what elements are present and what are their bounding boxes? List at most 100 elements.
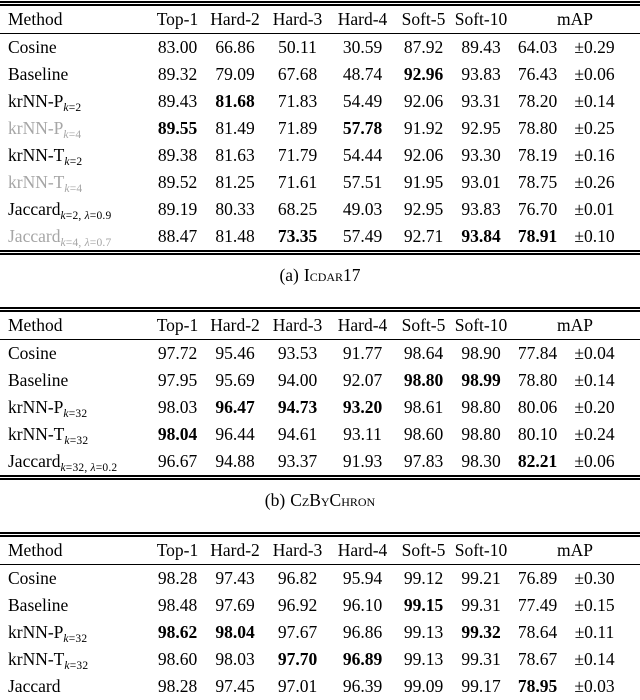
value-cell: 98.03 [157, 397, 198, 417]
value-cell: 98.28 [157, 568, 198, 588]
col-header-map: mAP [510, 6, 640, 34]
value-cell: 99.32 [461, 622, 501, 642]
value-cell: 66.86 [215, 37, 255, 57]
value-cell: 89.55 [157, 118, 198, 138]
value-cell: 57.49 [342, 226, 383, 246]
method-subscript: k=32 [63, 408, 88, 420]
col-header-soft-5: Soft-5 [395, 6, 452, 34]
col-header-hard-3: Hard-3 [265, 6, 330, 34]
table-row: Jaccardk=32, λ=0.2 96.67 94.88 93.37 91.93 97… [0, 448, 640, 475]
value-cell: 83.00 [157, 37, 198, 57]
method-label: Jaccardk=4, λ=0.7 [8, 226, 112, 249]
col-header-soft-10: Soft-10 [452, 537, 510, 565]
value-cell: 92.07 [342, 370, 383, 390]
map-std-cell: ±0.06 [574, 451, 615, 471]
map-std-cell: ±0.01 [574, 199, 615, 219]
results-table-third-clipped: Method Top-1 Hard-2 Hard-3 Hard-4 Soft-5 Soft-… [0, 532, 640, 700]
value-cell: 98.64 [403, 343, 444, 363]
col-header-hard-2: Hard-2 [205, 537, 265, 565]
value-cell: 93.53 [277, 343, 318, 363]
value-cell: 96.82 [277, 568, 318, 588]
method-label: Baseline [8, 64, 69, 84]
method-subscript: k=2 [63, 102, 82, 114]
map-std-cell: ±0.24 [574, 424, 615, 444]
col-header-hard-2: Hard-2 [205, 6, 265, 34]
value-cell: 49.03 [342, 199, 383, 219]
value-cell: 88.47 [157, 226, 198, 246]
value-cell: 93.84 [461, 226, 501, 246]
value-cell: 81.63 [215, 145, 255, 165]
value-cell: 97.70 [277, 649, 318, 669]
map-std-cell: ±0.10 [574, 226, 615, 246]
col-header-top-1: Top-1 [150, 537, 205, 565]
method-label: krNN-Tk=32 [8, 424, 89, 447]
value-cell: 92.06 [403, 145, 444, 165]
value-cell: 99.31 [461, 595, 501, 615]
method-label: krNN-Tk=2 [8, 145, 83, 168]
value-cell: 96.67 [157, 451, 198, 471]
value-cell: 89.32 [157, 64, 198, 84]
table-row: krNN-Pk=4 89.55 81.49 71.89 57.78 91.92 92.95 7… [0, 115, 640, 142]
method-subscript: k=32 [64, 660, 89, 672]
value-cell: 78.19 [517, 145, 558, 165]
value-cell: 71.79 [277, 145, 318, 165]
value-cell: 98.90 [461, 343, 501, 363]
value-cell: 97.72 [157, 343, 198, 363]
metrics-table: Method Top-1 Hard-2 Hard-3 Hard-4 Soft-5 Soft-… [0, 307, 640, 480]
value-cell: 97.95 [157, 370, 198, 390]
value-cell: 80.10 [517, 424, 558, 444]
value-cell: 50.11 [278, 37, 317, 57]
value-cell: 92.71 [403, 226, 444, 246]
value-cell: 99.13 [403, 649, 444, 669]
value-cell: 76.43 [517, 64, 558, 84]
value-cell: 89.43 [157, 91, 198, 111]
value-cell: 89.19 [157, 199, 198, 219]
value-cell: 91.77 [342, 343, 383, 363]
header-row: Method Top-1 Hard-2 Hard-3 Hard-4 Soft-5 Soft-… [0, 6, 640, 34]
value-cell: 77.49 [517, 595, 558, 615]
value-cell: 80.06 [517, 397, 558, 417]
value-cell: 98.48 [157, 595, 198, 615]
table-row: krNN-Tk=4 89.52 81.25 71.61 57.51 91.95 93.01 7… [0, 169, 640, 196]
results-table-czbychron: Method Top-1 Hard-2 Hard-3 Hard-4 Soft-5 Soft-… [0, 307, 640, 512]
col-header-soft-5: Soft-5 [395, 537, 452, 565]
value-cell: 99.12 [403, 568, 444, 588]
metrics-table: Method Top-1 Hard-2 Hard-3 Hard-4 Soft-5 Soft-… [0, 1, 640, 255]
value-cell: 54.44 [342, 145, 383, 165]
value-cell: 97.01 [277, 676, 318, 696]
table-row: krNN-Tk=32 98.04 96.44 94.61 93.11 98.60 98.80… [0, 421, 640, 448]
value-cell: 73.35 [277, 226, 318, 246]
value-cell: 93.20 [342, 397, 383, 417]
col-header-method: Method [0, 312, 150, 340]
col-header-map: mAP [510, 537, 640, 565]
col-header-top-1: Top-1 [150, 312, 205, 340]
value-cell: 79.09 [215, 64, 255, 84]
value-cell: 91.92 [403, 118, 444, 138]
value-cell: 93.31 [461, 91, 501, 111]
method-label: Baseline [8, 595, 69, 615]
map-std-cell: ±0.14 [574, 91, 615, 111]
col-header-map: mAP [510, 312, 640, 340]
method-label: Jaccardk=32, λ=0.2 [8, 451, 118, 474]
caption-dataset-name: Icdar17 [303, 265, 361, 285]
value-cell: 48.74 [342, 64, 383, 84]
table-row: krNN-Pk=32 98.62 98.04 97.67 96.86 99.13 99.32… [0, 619, 640, 646]
value-cell: 97.67 [277, 622, 318, 642]
value-cell: 99.31 [461, 649, 501, 669]
value-cell: 98.61 [403, 397, 444, 417]
value-cell: 82.21 [517, 451, 558, 471]
method-subscript: k=32 [64, 435, 89, 447]
value-cell: 95.46 [215, 343, 255, 363]
value-cell: 71.89 [277, 118, 318, 138]
value-cell: 92.95 [403, 199, 444, 219]
value-cell: 98.99 [461, 370, 501, 390]
table-row: krNN-Pk=2 89.43 81.68 71.83 54.49 92.06 93.31 7… [0, 88, 640, 115]
table-row: krNN-Pk=32 98.03 96.47 94.73 93.20 98.61 98.80… [0, 394, 640, 421]
value-cell: 98.30 [461, 451, 501, 471]
map-std-cell: ±0.03 [574, 676, 615, 696]
value-cell: 93.83 [461, 64, 501, 84]
table-caption: (b) CzByChron [0, 488, 640, 512]
method-label: Jaccardk=2, λ=0.9 [8, 199, 112, 222]
value-cell: 97.69 [215, 595, 255, 615]
